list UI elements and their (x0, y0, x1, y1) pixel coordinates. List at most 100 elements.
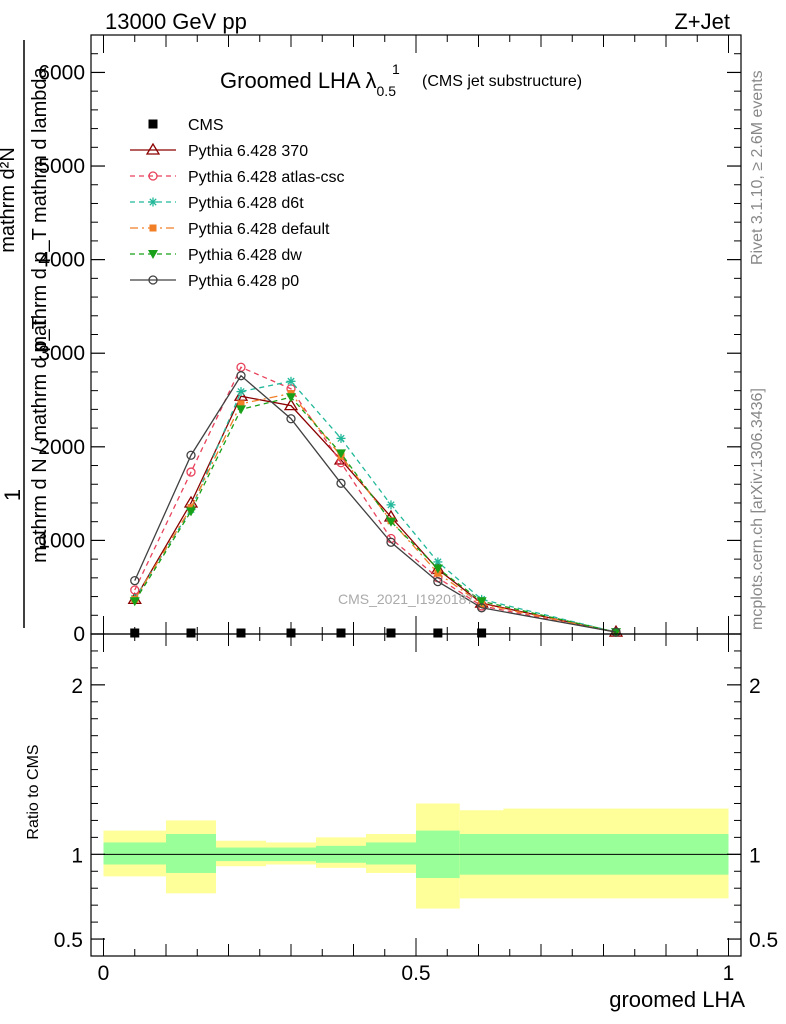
y-label-prefix: 1 (0, 489, 25, 501)
watermark: CMS_2021_I1920187 (338, 591, 474, 607)
ratio-band-inner-5 (366, 842, 416, 865)
data-point-6-0 (130, 576, 140, 586)
data-point-5-1 (186, 507, 196, 517)
data-point-0-7 (477, 628, 487, 638)
legend-entry-1: Pythia 6.428 370 (130, 142, 308, 160)
ratio-y-label: Ratio to CMS (25, 744, 42, 839)
legend-marker-4 (149, 224, 157, 232)
data-point-6-2 (236, 371, 246, 381)
data-point-6-8 (611, 627, 621, 637)
x-tick-label-0: 0 (98, 962, 110, 985)
data-point-6-3 (286, 414, 296, 424)
series-0 (130, 628, 487, 638)
x-axis-label: groomed LHA (609, 987, 745, 1012)
data-point-3-5 (386, 500, 396, 510)
legend-label-4: Pythia 6.428 default (188, 221, 330, 238)
data-point-4-2 (237, 400, 245, 408)
data-point-5-3 (286, 393, 296, 403)
data-point-3-2 (236, 387, 246, 397)
main-series-group (127, 362, 624, 638)
legend-marker-3 (148, 197, 158, 207)
y-label-denominator: mathrm d N / mathrm d p_T (29, 317, 51, 563)
data-point-6-5 (386, 537, 396, 547)
data-point-6-6 (433, 576, 443, 587)
y-label-numerator: mathrm d²N (0, 147, 19, 253)
energy-label: 13000 GeV pp (105, 9, 247, 34)
data-point-3-4 (336, 433, 346, 443)
legend-entry-4: Pythia 6.428 default (130, 221, 330, 238)
ratio-axes: 0.5 0.5 1 1 2 2 0 0.5 1 (54, 633, 778, 985)
data-point-1-3 (283, 398, 299, 411)
series-line-6 (134, 374, 617, 633)
rivet-label: Rivet 3.1.10, ≥ 2.6M events (749, 70, 766, 265)
data-point-5-4 (336, 449, 346, 459)
legend-entry-2: Pythia 6.428 atlas-csc (130, 169, 345, 186)
y-tick-label-4: 4000 (38, 249, 85, 272)
legend-label-6: Pythia 6.428 p0 (188, 273, 299, 290)
ratio-y-tick-label-2: 2 (71, 675, 83, 698)
legend-marker-2 (148, 171, 158, 181)
data-point-5-5 (386, 517, 396, 527)
data-point-6-7 (476, 603, 487, 613)
legend-label-1: Pythia 6.428 370 (188, 143, 308, 160)
series-5 (129, 393, 621, 638)
chart-title: Groomed LHA λ0.5 (220, 68, 396, 99)
legend-marker-5 (148, 250, 158, 259)
legend-label-5: Pythia 6.428 dw (188, 247, 302, 264)
series-line-2 (134, 366, 617, 633)
data-point-5-7 (476, 597, 487, 607)
y-label-inner-denominator: mathrm d p_T mathrm d lambda (29, 66, 51, 352)
main-axes: 0 1000 2000 3000 4000 5000 6000 (38, 34, 742, 646)
data-point-5-0 (129, 597, 140, 607)
mcplots-label: mcplots.cern.ch [arXiv:1306.3436] (749, 388, 766, 630)
data-point-6-1 (186, 450, 196, 460)
ratio-y-tick-label-right-1: 1 (749, 844, 761, 867)
ratio-y-tick-label-right-0: 0.5 (749, 929, 778, 952)
legend: CMS Pythia 6.428 370 Pythia 6.428 atlas-cs… (130, 117, 345, 290)
legend-label-2: Pythia 6.428 atlas-csc (188, 169, 345, 186)
series-6 (130, 371, 621, 637)
y-tick-label-1: 1000 (38, 529, 85, 552)
legend-entry-0: CMS (148, 117, 224, 134)
y-axis-label: 1 mathrm d N / mathrm d p_T mathrm d²N m… (0, 40, 51, 628)
chart-title-main: Groomed LHA λ (220, 68, 377, 93)
ratio-y-tick-label-right-2: 2 (749, 675, 761, 698)
y-tick-label-6: 6000 (38, 61, 85, 84)
data-point-0-4 (336, 628, 346, 638)
legend-label-0: CMS (188, 117, 224, 134)
y-tick-label-3: 3000 (38, 342, 85, 365)
data-point-0-5 (386, 628, 396, 638)
data-point-0-6 (433, 628, 443, 638)
legend-entry-5: Pythia 6.428 dw (130, 247, 302, 264)
data-point-5-2 (236, 405, 246, 415)
data-point-0-1 (186, 628, 196, 638)
legend-marker-1 (145, 142, 161, 155)
ratio-band-inner-1 (166, 833, 216, 873)
legend-entry-6: Pythia 6.428 p0 (130, 273, 299, 290)
data-point-6-4 (336, 478, 346, 488)
data-point-0-2 (236, 628, 246, 638)
data-point-2-1 (186, 467, 196, 477)
legend-marker-6 (148, 275, 158, 285)
y-tick-label-0: 0 (73, 623, 85, 646)
legend-label-3: Pythia 6.428 d6t (188, 195, 304, 212)
x-tick-label-1: 0.5 (401, 962, 430, 985)
ratio-band-inner-0 (103, 842, 166, 865)
process-label: Z+Jet (674, 9, 730, 34)
chart-title-sup: 1 (392, 61, 400, 77)
ratio-y-tick-label-0: 0.5 (54, 929, 83, 952)
ratio-bands (103, 803, 741, 909)
data-point-5-8 (611, 628, 621, 638)
legend-marker-0 (148, 119, 158, 129)
y-tick-label-2: 2000 (38, 436, 85, 459)
ratio-y-tick-label-1: 1 (71, 844, 83, 867)
y-tick-label-5: 5000 (38, 155, 85, 178)
chart-subtitle: (CMS jet substructure) (422, 73, 582, 90)
data-point-5-6 (432, 564, 443, 574)
chart-title-sub: 0.5 (377, 83, 397, 99)
data-point-3-3 (286, 376, 296, 386)
x-tick-label-2: 1 (723, 962, 735, 985)
series-line-1 (134, 395, 617, 633)
legend-entry-3: Pythia 6.428 d6t (130, 195, 304, 212)
